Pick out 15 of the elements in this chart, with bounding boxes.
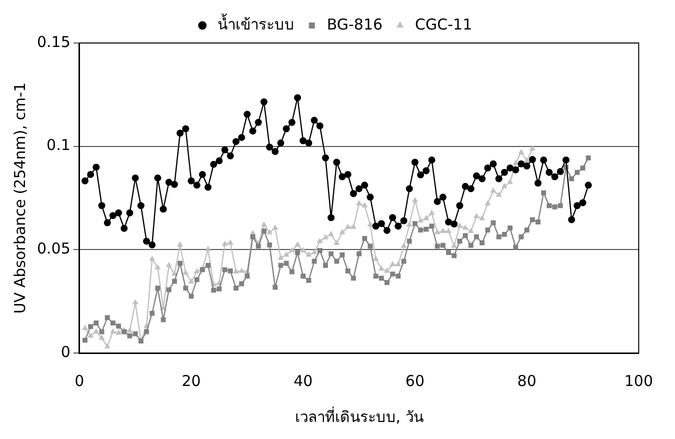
y-tick-label: 0.15	[36, 32, 70, 51]
x-tick-label: 0	[74, 372, 84, 390]
y-axis-title: UV Absorbance (254nm), cm-1	[10, 82, 29, 314]
y-tick-label: 0.1	[46, 136, 70, 154]
legend-label: BG-816	[326, 15, 383, 34]
x-tick-label: 80	[517, 372, 536, 390]
y-tick-label: 0	[60, 342, 70, 361]
x-tick-label: 40	[294, 372, 313, 390]
legend-label: น้ำเข้าระบบ	[217, 13, 294, 34]
x-tick-label: 60	[405, 372, 425, 390]
legend-label: CGC-11	[415, 15, 472, 34]
x-axis-title: เวลาที่เดินระบบ, วัน	[294, 406, 424, 426]
x-tick-label: 20	[182, 372, 201, 390]
y-tick-label: 0.05	[36, 240, 70, 258]
x-tick-label: 100	[624, 372, 654, 390]
